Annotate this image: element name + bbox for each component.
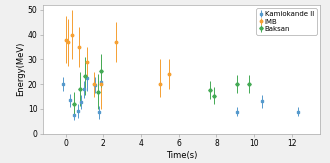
X-axis label: Time(s): Time(s): [166, 151, 197, 160]
Y-axis label: Energy(MeV): Energy(MeV): [16, 42, 25, 96]
Legend: Kamiokande II, IMB, Baksan: Kamiokande II, IMB, Baksan: [256, 8, 316, 35]
